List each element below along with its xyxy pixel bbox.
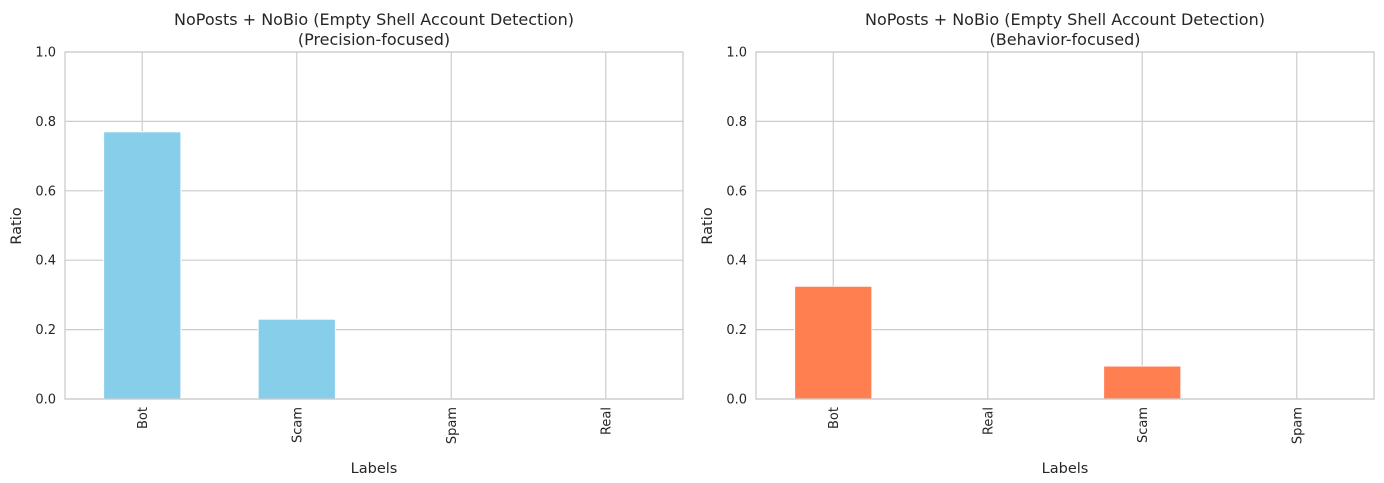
- chart-behavior: Bot Real Scam Spam 0.0 0.2 0.4 0.6 0.8 1.0 NoPos…: [700, 10, 1375, 477]
- bar-bot: [103, 131, 182, 400]
- chart-title: NoPosts + NoBio (Empty Shell Account Det…: [865, 10, 1265, 29]
- xticks-layer: Bot Real Scam Spam: [827, 407, 1306, 444]
- xticks-layer: Bot Scam Spam Real: [136, 407, 615, 444]
- bar-bot: [794, 285, 873, 400]
- y-tick-label: 1.0: [35, 46, 56, 61]
- y-tick-label: 0.2: [726, 323, 747, 338]
- plot-frame: [755, 51, 1375, 400]
- y-axis-label: Ratio: [9, 207, 25, 244]
- bar-scam: [1103, 365, 1182, 400]
- x-tick-label: Scam: [1136, 407, 1151, 443]
- yticks-layer: 0.0 0.2 0.4 0.6 0.8 1.0: [35, 46, 56, 408]
- x-axis-label: Labels: [351, 461, 398, 477]
- x-tick-label: Bot: [827, 407, 842, 429]
- y-tick-label: 0.8: [726, 115, 747, 130]
- x-tick-label: Bot: [136, 407, 151, 429]
- y-tick-label: 0.8: [35, 115, 56, 130]
- y-tick-label: 1.0: [726, 46, 747, 61]
- y-tick-label: 0.4: [726, 254, 747, 269]
- x-tick-label: Real: [599, 407, 614, 435]
- chart-subtitle: (Behavior-focused): [990, 30, 1141, 49]
- y-tick-label: 0.6: [35, 184, 56, 199]
- y-tick-label: 0.0: [726, 393, 747, 408]
- bar-scam: [257, 318, 336, 400]
- y-tick-label: 0.6: [726, 184, 747, 199]
- x-tick-label: Real: [981, 407, 996, 435]
- x-axis-label: Labels: [1042, 461, 1089, 477]
- chart-precision: Bot Scam Spam Real 0.0 0.2 0.4 0.6 0.8 1.0 NoPos…: [9, 10, 684, 477]
- y-axis-label: Ratio: [700, 207, 716, 244]
- bars-layer: [794, 285, 1182, 400]
- bars-layer: [103, 131, 336, 400]
- x-tick-label: Spam: [445, 407, 460, 444]
- x-tick-label: Scam: [290, 407, 305, 443]
- chart-title: NoPosts + NoBio (Empty Shell Account Det…: [174, 10, 574, 29]
- x-tick-label: Spam: [1290, 407, 1305, 444]
- y-tick-label: 0.2: [35, 323, 56, 338]
- y-tick-label: 0.0: [35, 393, 56, 408]
- y-tick-label: 0.4: [35, 254, 56, 269]
- chart-subtitle: (Precision-focused): [298, 30, 450, 49]
- plot-frame: [64, 51, 684, 400]
- yticks-layer: 0.0 0.2 0.4 0.6 0.8 1.0: [726, 46, 747, 408]
